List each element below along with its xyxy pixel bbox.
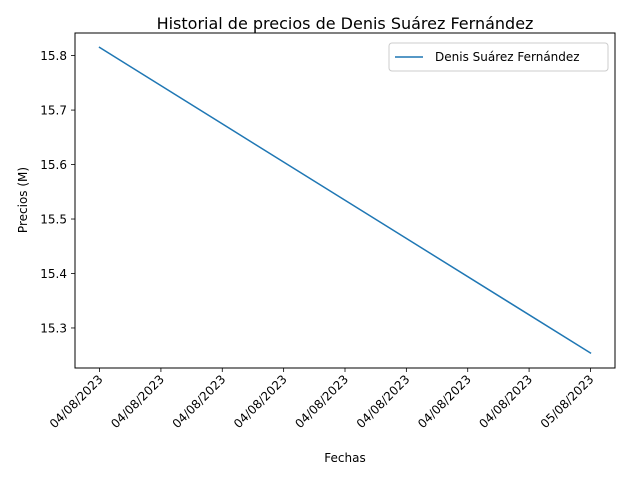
chart-title: Historial de precios de Denis Suárez Fer… — [157, 14, 534, 33]
y-axis-label: Precios (M) — [16, 167, 30, 233]
y-tick-label: 15.6 — [40, 158, 67, 172]
x-tick-label: 04/08/2023 — [231, 372, 290, 431]
y-tick-label: 15.7 — [40, 104, 67, 118]
legend: Denis Suárez Fernández — [388, 42, 609, 72]
y-tick-label: 15.8 — [40, 49, 67, 63]
x-axis: 04/08/2023 04/08/2023 04/08/2023 04/08/2023… — [47, 368, 597, 431]
x-tick-label: 04/08/2023 — [292, 372, 351, 431]
y-tick-label: 15.4 — [40, 267, 67, 281]
x-tick-label: 05/08/2023 — [538, 372, 597, 431]
y-tick-label: 15.3 — [40, 321, 67, 335]
x-tick-label: 04/08/2023 — [415, 372, 474, 431]
x-tick-label: 04/08/2023 — [108, 372, 167, 431]
legend-box — [388, 42, 609, 72]
y-tick-label: 15.5 — [40, 213, 67, 227]
x-tick-label: 04/08/2023 — [170, 372, 229, 431]
x-tick-label: 04/08/2023 — [47, 372, 106, 431]
series-layer — [98, 46, 592, 355]
legend-entry-label: Denis Suárez Fernández — [435, 50, 580, 64]
x-tick-label: 04/08/2023 — [476, 372, 535, 431]
x-axis-label: Fechas — [324, 451, 365, 465]
series-line — [98, 46, 592, 355]
x-tick-label: 04/08/2023 — [354, 372, 413, 431]
y-axis: 15.3 15.4 15.5 15.6 15.7 15.8 — [40, 49, 75, 335]
